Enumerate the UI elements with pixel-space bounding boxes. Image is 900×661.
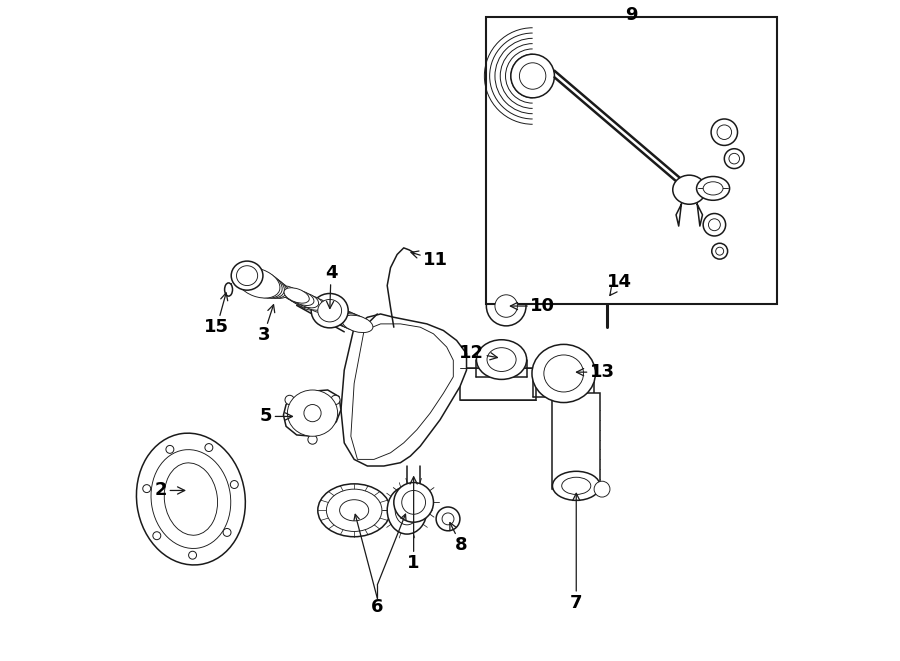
Ellipse shape	[387, 486, 427, 534]
Ellipse shape	[401, 490, 426, 514]
Ellipse shape	[395, 496, 419, 525]
Ellipse shape	[284, 288, 310, 303]
Ellipse shape	[332, 311, 359, 327]
Text: 1: 1	[408, 477, 420, 572]
Ellipse shape	[442, 513, 454, 525]
Text: 6: 6	[371, 598, 383, 616]
Polygon shape	[341, 314, 466, 466]
Ellipse shape	[338, 313, 368, 331]
Ellipse shape	[553, 471, 600, 500]
Circle shape	[166, 446, 174, 453]
Bar	[600, 289, 614, 299]
Ellipse shape	[327, 489, 382, 531]
Text: 15: 15	[204, 293, 230, 336]
Circle shape	[708, 219, 720, 231]
Ellipse shape	[289, 291, 311, 305]
Text: 5: 5	[260, 407, 292, 426]
Ellipse shape	[237, 268, 280, 298]
Ellipse shape	[562, 477, 590, 494]
Text: 8: 8	[450, 523, 467, 555]
Ellipse shape	[697, 176, 730, 200]
Ellipse shape	[261, 280, 289, 298]
Ellipse shape	[532, 344, 596, 403]
Ellipse shape	[436, 507, 460, 531]
Ellipse shape	[486, 286, 526, 326]
Text: 14: 14	[608, 273, 633, 295]
Ellipse shape	[308, 298, 328, 313]
Text: 10: 10	[510, 297, 555, 315]
Ellipse shape	[285, 289, 307, 303]
Text: 13: 13	[577, 363, 615, 381]
Circle shape	[331, 395, 340, 405]
Ellipse shape	[295, 294, 320, 310]
Ellipse shape	[318, 299, 342, 322]
Circle shape	[703, 214, 725, 236]
Circle shape	[205, 444, 212, 451]
Ellipse shape	[302, 295, 323, 310]
Ellipse shape	[544, 355, 583, 392]
Bar	[486, 17, 778, 304]
Polygon shape	[351, 324, 454, 459]
Ellipse shape	[225, 283, 232, 296]
Text: 4: 4	[325, 264, 338, 309]
Ellipse shape	[476, 340, 526, 379]
Circle shape	[729, 153, 740, 164]
Text: 11: 11	[411, 251, 448, 269]
Bar	[553, 393, 600, 489]
Ellipse shape	[495, 295, 518, 317]
Ellipse shape	[311, 293, 348, 328]
Text: 12: 12	[459, 344, 498, 362]
Circle shape	[189, 551, 196, 559]
Ellipse shape	[237, 266, 257, 286]
Bar	[460, 368, 536, 400]
Ellipse shape	[231, 261, 263, 290]
Circle shape	[304, 405, 321, 422]
Ellipse shape	[703, 182, 723, 195]
Circle shape	[308, 435, 317, 444]
Circle shape	[716, 247, 724, 255]
Ellipse shape	[292, 292, 316, 308]
Ellipse shape	[394, 483, 434, 522]
Ellipse shape	[296, 293, 319, 308]
Ellipse shape	[290, 290, 314, 305]
Circle shape	[712, 243, 727, 259]
Ellipse shape	[336, 312, 364, 329]
Ellipse shape	[519, 63, 545, 89]
Ellipse shape	[287, 390, 338, 436]
Circle shape	[296, 397, 329, 430]
Polygon shape	[227, 283, 230, 288]
Circle shape	[230, 481, 238, 488]
Ellipse shape	[323, 306, 346, 322]
Ellipse shape	[164, 463, 218, 535]
Circle shape	[724, 149, 744, 169]
Ellipse shape	[339, 500, 369, 521]
Ellipse shape	[151, 449, 230, 549]
Ellipse shape	[342, 315, 373, 332]
Ellipse shape	[248, 274, 284, 298]
Ellipse shape	[318, 484, 391, 537]
Text: 9: 9	[626, 5, 638, 24]
Circle shape	[223, 528, 231, 536]
Circle shape	[717, 125, 732, 139]
Ellipse shape	[326, 307, 350, 324]
Ellipse shape	[329, 309, 355, 326]
Circle shape	[143, 485, 150, 492]
Circle shape	[594, 481, 610, 497]
Polygon shape	[284, 390, 341, 436]
Ellipse shape	[282, 288, 302, 301]
Text: 3: 3	[257, 305, 274, 344]
Text: 2: 2	[155, 481, 184, 500]
Text: 7: 7	[570, 493, 582, 612]
Ellipse shape	[487, 348, 516, 371]
Ellipse shape	[255, 276, 286, 298]
Ellipse shape	[511, 54, 554, 98]
Circle shape	[285, 395, 294, 405]
Ellipse shape	[673, 175, 706, 204]
Ellipse shape	[243, 270, 283, 298]
Ellipse shape	[137, 433, 246, 565]
Circle shape	[153, 531, 161, 539]
Circle shape	[711, 119, 737, 145]
Ellipse shape	[278, 286, 298, 298]
